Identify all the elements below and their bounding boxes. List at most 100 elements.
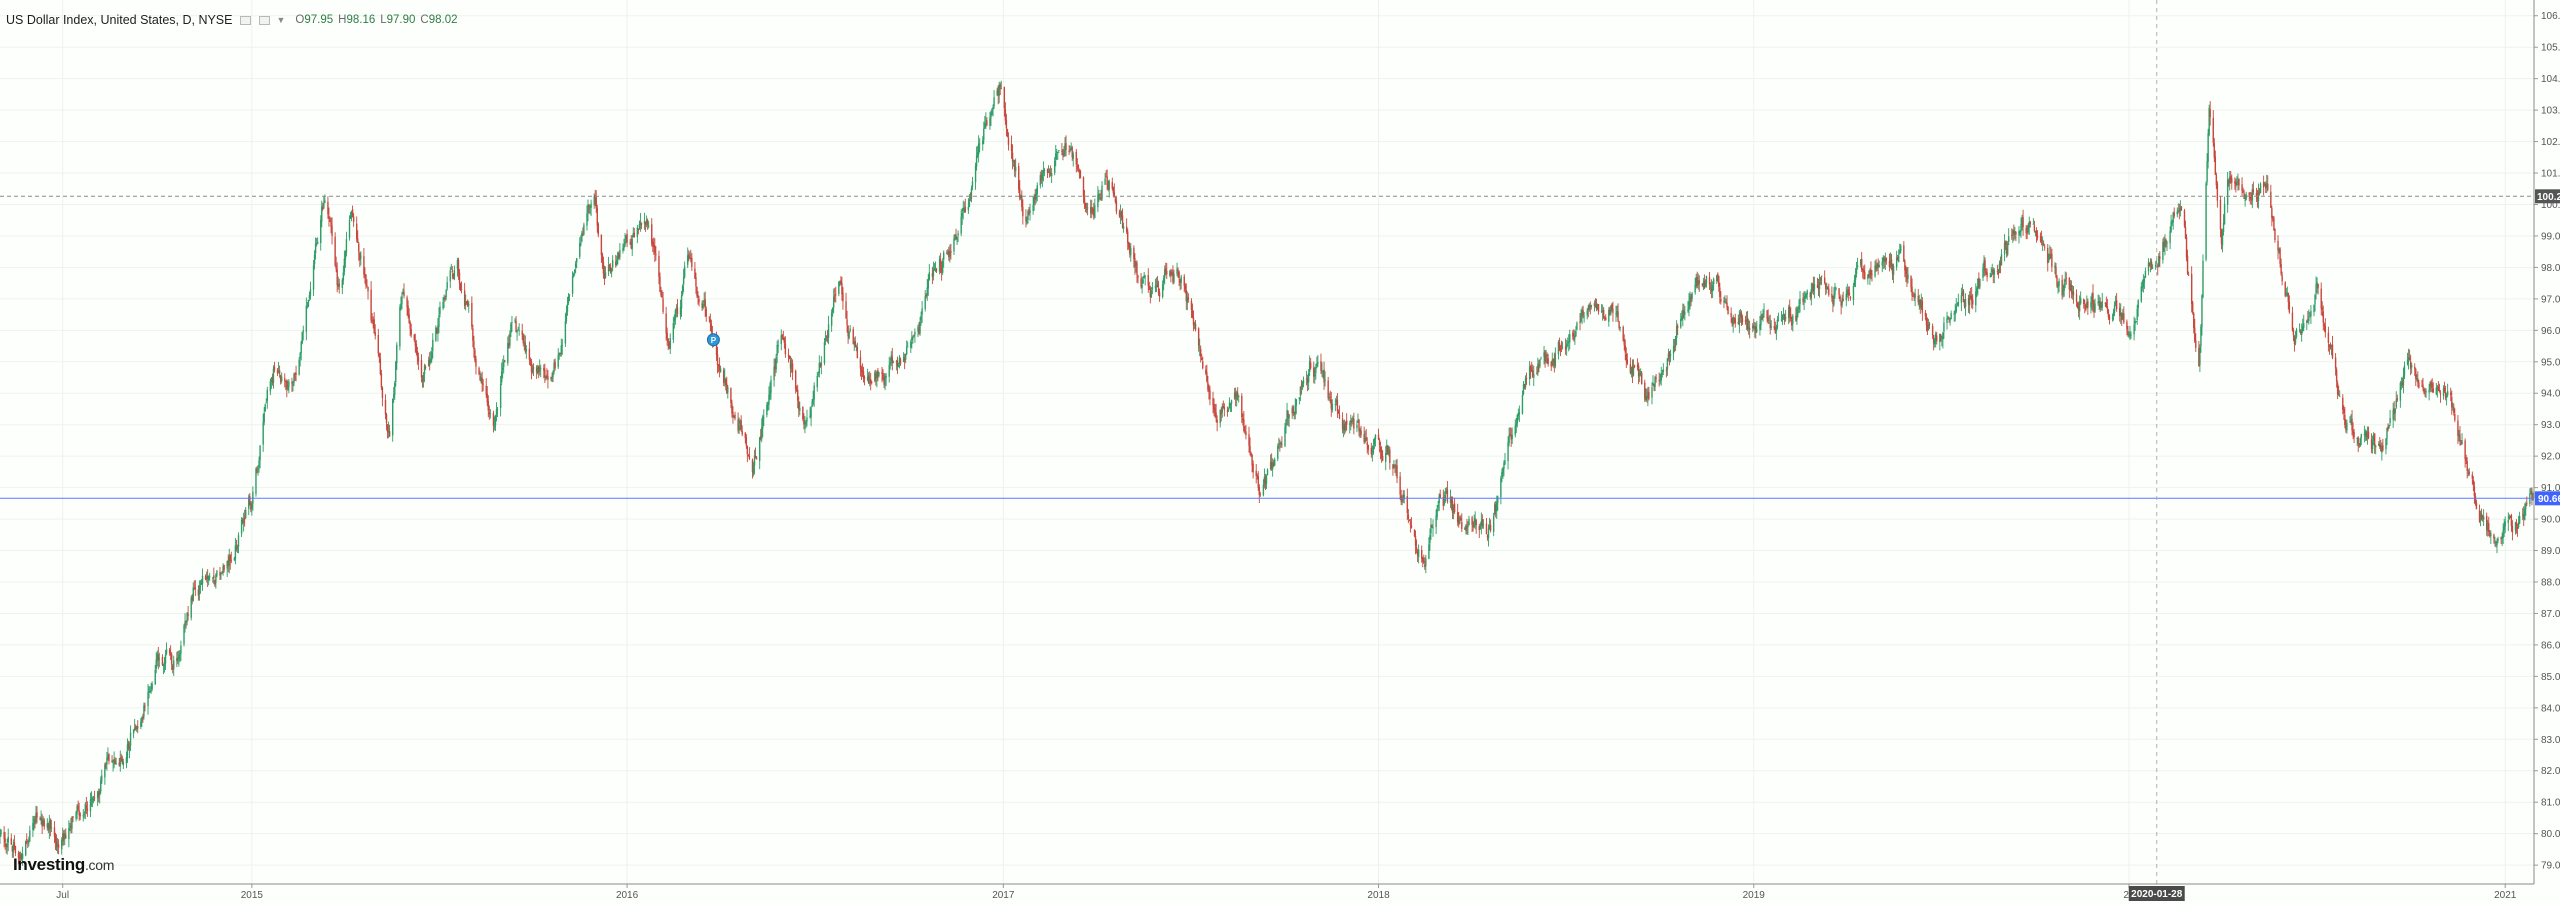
candle-body	[1597, 304, 1600, 312]
candle-body	[1914, 294, 1916, 298]
candle-body	[1428, 544, 1430, 559]
candle-body	[2068, 277, 2071, 290]
candle-body	[2162, 242, 2164, 260]
candle-body	[2049, 253, 2051, 260]
candle-body	[1763, 311, 1765, 313]
candle-body	[1990, 273, 1992, 278]
candle-body	[1443, 499, 1446, 505]
candle-body	[328, 216, 330, 220]
candle-body	[487, 400, 489, 411]
candle-body	[1389, 449, 1391, 463]
event-marker-group[interactable]: P	[706, 333, 720, 347]
candle-body	[1516, 414, 1519, 424]
candle-body	[1740, 312, 1743, 319]
candle-body	[323, 202, 325, 209]
candle-body	[762, 416, 764, 429]
candle-body	[1723, 301, 1725, 303]
candle-body	[1083, 197, 1086, 203]
candle-body	[77, 805, 79, 810]
chevron-down-icon[interactable]: ▼	[276, 15, 286, 25]
candle-body	[2415, 369, 2417, 379]
candle-body	[2466, 461, 2468, 472]
candle-body	[1639, 371, 1642, 375]
candle-body	[2085, 305, 2087, 310]
candle-body	[2004, 241, 2007, 246]
candle-body	[229, 554, 231, 562]
candle-body	[723, 370, 725, 384]
candle-body	[2516, 526, 2519, 529]
candle-body	[1852, 285, 1855, 301]
candle-body	[2372, 435, 2375, 442]
candle-body	[1435, 515, 1437, 528]
candle-body	[2322, 311, 2324, 323]
candle-body	[1129, 246, 1131, 254]
candle-body	[1708, 277, 1711, 285]
candle-body	[1782, 314, 1785, 316]
candle-body	[781, 335, 784, 337]
candle-body	[938, 259, 941, 272]
candle-body	[1968, 295, 1971, 306]
candle-body	[1458, 520, 1460, 525]
event-marker-icon[interactable]	[706, 333, 720, 347]
candle-body	[626, 233, 628, 243]
candle-body	[2438, 389, 2441, 392]
candle-body	[79, 813, 81, 817]
candle-body	[1954, 310, 1956, 315]
candle-body	[2263, 183, 2266, 186]
candle-body	[1472, 525, 1474, 527]
candle-body	[2121, 312, 2123, 320]
candle-body	[1947, 316, 1949, 319]
candle-body	[1773, 326, 1776, 329]
candle-body	[928, 272, 931, 280]
candle-body	[1522, 384, 1525, 394]
candle-body	[1220, 411, 1222, 415]
candle-body	[115, 762, 117, 764]
candle-body	[809, 415, 811, 418]
candle-body	[422, 375, 425, 382]
candle-body	[1176, 268, 1178, 275]
candle-body	[2106, 306, 2109, 310]
candle-body	[1594, 304, 1597, 306]
candle-body	[1280, 442, 1282, 445]
compare-icon[interactable]	[259, 15, 271, 25]
candle-body	[1481, 519, 1484, 527]
candle-body	[681, 286, 684, 295]
candle-body	[1165, 268, 1167, 271]
candle-body	[774, 365, 776, 370]
candle-body	[2495, 541, 2497, 544]
candle-body	[600, 234, 603, 256]
candle-body	[2291, 312, 2294, 331]
candle-body	[2165, 239, 2167, 243]
candle-body	[1256, 475, 1258, 476]
candle-body	[48, 821, 51, 831]
candle-body	[2190, 274, 2193, 304]
y-tick-label: 82.00	[2541, 766, 2560, 777]
candle-body	[1285, 419, 1287, 427]
candle-body	[119, 757, 121, 767]
candle-body	[1863, 269, 1865, 273]
candle-body	[1831, 293, 1833, 298]
candle-body	[1676, 326, 1679, 328]
candle-body	[1518, 412, 1521, 415]
candle-body	[2147, 262, 2150, 272]
candle-body	[27, 840, 29, 842]
candle-body	[457, 260, 460, 274]
candle-body	[970, 188, 973, 199]
candle-body	[386, 424, 389, 432]
candle-body	[1546, 355, 1548, 357]
candle-body	[1817, 286, 1820, 290]
candle-body	[933, 268, 936, 270]
x-tick-label: 2017	[992, 890, 1015, 901]
candle-body	[2418, 382, 2420, 388]
candle-body	[1107, 185, 1109, 189]
candle-body	[1367, 444, 1369, 450]
settings-icon[interactable]	[240, 15, 252, 25]
candle-body	[1632, 366, 1635, 376]
candle-body	[1941, 338, 1943, 339]
candle-body	[622, 247, 624, 251]
candle-body	[2364, 431, 2367, 436]
candle-body	[1746, 317, 1749, 329]
investing-logo: Investing.com	[13, 855, 114, 875]
